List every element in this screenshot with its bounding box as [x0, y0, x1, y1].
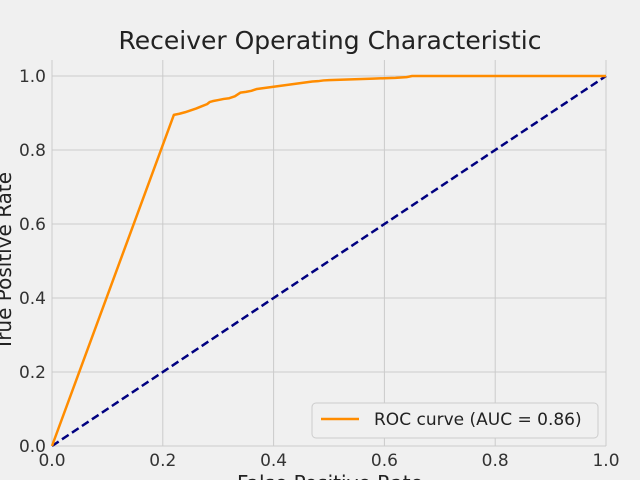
y-tick-label: 0.4 [19, 289, 46, 309]
x-tick-label: 0.0 [38, 451, 65, 471]
grid-lines [51, 60, 607, 447]
legend-box [311, 402, 599, 439]
x-tick-label: 0.8 [482, 451, 509, 471]
y-tick-label: 0.0 [19, 437, 46, 457]
x-tick-label: 0.2 [149, 451, 176, 471]
y-axis-label: True Positive Rate [0, 172, 16, 351]
y-tick-label: 0.8 [19, 141, 46, 161]
y-tick-label: 0.2 [19, 363, 46, 383]
x-tick-label: 0.4 [260, 451, 287, 471]
y-tick-label: 1.0 [19, 67, 46, 87]
plot-lines [50, 74, 607, 448]
y-tick-label: 0.6 [19, 215, 46, 235]
chart-title: Receiver Operating Characteristic [119, 26, 542, 55]
x-tick-label: 0.6 [371, 451, 398, 471]
x-axis-label: False Positive Rate [237, 471, 423, 480]
tick-labels: 0.0 0.2 0.4 0.6 0.8 1.0 0.0 0.2 0.4 0.6 0.8 1.0 [19, 67, 620, 471]
legend: ROC curve (AUC = 0.86) [311, 402, 599, 439]
x-tick-label: 1.0 [592, 451, 619, 471]
chance-diagonal-line [51, 74, 607, 448]
roc-curve-line [50, 74, 606, 447]
legend-label-roc: ROC curve (AUC = 0.86) [374, 410, 582, 430]
